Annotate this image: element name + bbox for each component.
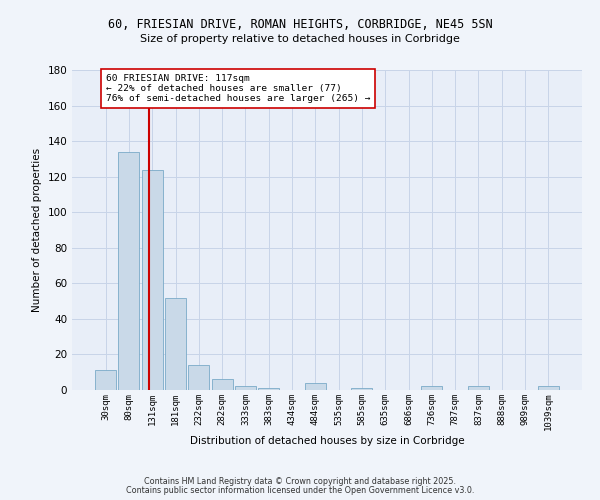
Bar [118,152,139,390]
Bar [212,380,233,390]
Text: 60, FRIESIAN DRIVE, ROMAN HEIGHTS, CORBRIDGE, NE45 5SN: 60, FRIESIAN DRIVE, ROMAN HEIGHTS, CORBR… [107,18,493,30]
Bar [95,370,116,390]
Text: Contains HM Land Registry data © Crown copyright and database right 2025.: Contains HM Land Registry data © Crown c… [144,477,456,486]
Bar [352,388,373,390]
Text: 60 FRIESIAN DRIVE: 117sqm
← 22% of detached houses are smaller (77)
76% of semi-: 60 FRIESIAN DRIVE: 117sqm ← 22% of detac… [106,74,371,104]
Bar [305,383,326,390]
Bar [165,298,186,390]
Bar [258,388,279,390]
Bar [188,365,209,390]
X-axis label: Distribution of detached houses by size in Corbridge: Distribution of detached houses by size … [190,436,464,446]
Bar [468,386,489,390]
Bar [421,386,442,390]
Y-axis label: Number of detached properties: Number of detached properties [32,148,42,312]
Bar [142,170,163,390]
Bar [538,386,559,390]
Text: Size of property relative to detached houses in Corbridge: Size of property relative to detached ho… [140,34,460,44]
Bar [235,386,256,390]
Text: Contains public sector information licensed under the Open Government Licence v3: Contains public sector information licen… [126,486,474,495]
